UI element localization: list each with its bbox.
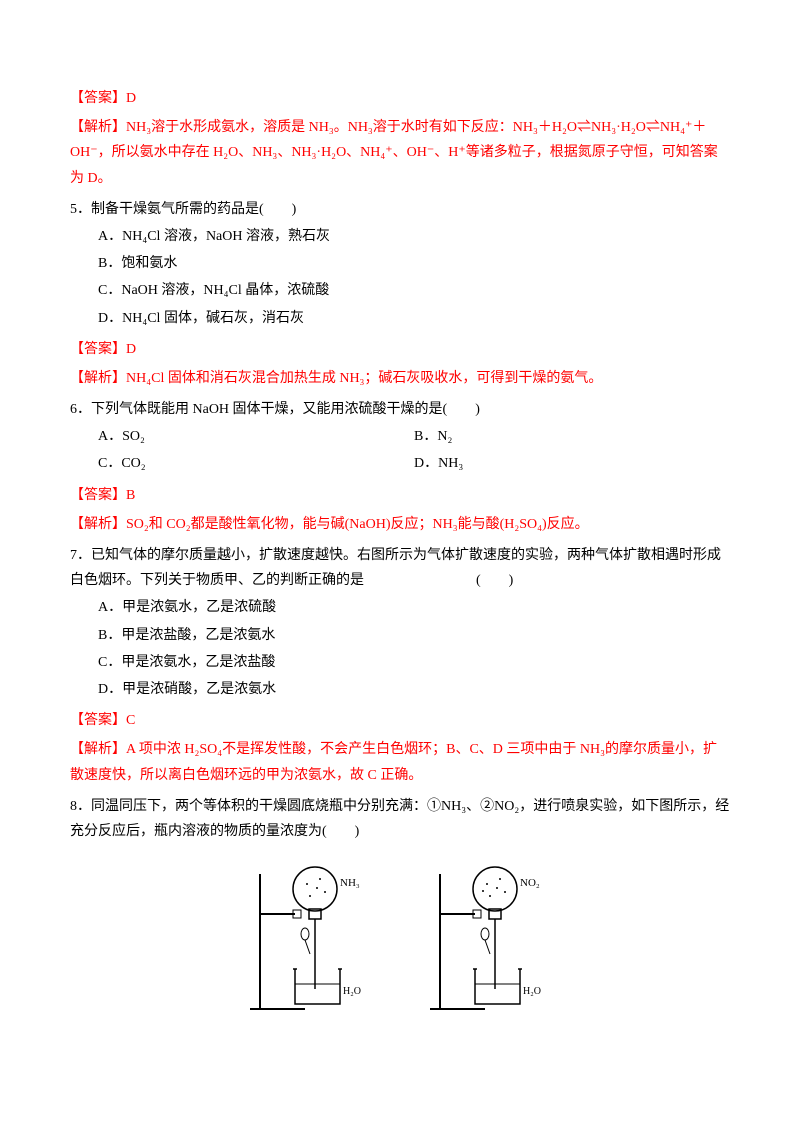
question-6-options-row2: C．CO₂ D．NH₃: [70, 451, 730, 476]
label-nh3: NH₃: [340, 877, 360, 889]
label-no2: NO₂: [520, 877, 540, 889]
question-5-option-c: C．NaOH 溶液，NH₄Cl 晶体，浓硫酸: [70, 278, 730, 303]
question-6-stem: 6．下列气体既能用 NaOH 固体干燥，又能用浓硫酸干燥的是( ): [70, 397, 730, 422]
question-8-stem: 8．同温同压下，两个等体积的干燥圆底烧瓶中分别充满：①NH₃、②NO₂，进行喷泉…: [70, 794, 730, 844]
question-5-stem: 5．制备干燥氨气所需的药品是( ): [70, 197, 730, 222]
answer-5-explain: 【解析】NH₄Cl 固体和消石灰混合加热生成 NH₃；碱石灰吸收水，可得到干燥的…: [70, 366, 730, 391]
question-7-option-a: A．甲是浓氨水，乙是浓硫酸: [70, 595, 730, 620]
question-6-option-d: D．NH₃: [414, 451, 730, 476]
question-6-option-a: A．SO₂: [98, 424, 414, 449]
label-h2o-1: H₂O: [343, 986, 361, 997]
answer-4-label: 【答案】D: [70, 86, 730, 111]
answer-6-label: 【答案】B: [70, 483, 730, 508]
fountain-diagram-no2: NO₂ H₂O: [425, 854, 555, 1014]
question-7-option-c: C．甲是浓氨水，乙是浓盐酸: [70, 650, 730, 675]
question-7-option-d: D．甲是浓硝酸，乙是浓氨水: [70, 677, 730, 702]
question-8-diagrams: NH₃ H₂O NO₂ H₂O: [70, 854, 730, 1014]
fountain-diagram-nh3: NH₃ H₂O: [245, 854, 375, 1014]
question-7-stem: 7．已知气体的摩尔质量越小，扩散速度越快。右图所示为气体扩散速度的实验，两种气体…: [70, 543, 730, 593]
question-6-option-b: B．N₂: [414, 424, 730, 449]
answer-7-explain: 【解析】A 项中浓 H₂SO₄不是挥发性酸，不会产生白色烟环；B、C、D 三项中…: [70, 737, 730, 787]
answer-6-explain: 【解析】SO₂和 CO₂都是酸性氧化物，能与碱(NaOH)反应；NH₃能与酸(H…: [70, 512, 730, 537]
answer-7-label: 【答案】C: [70, 708, 730, 733]
answer-5-label: 【答案】D: [70, 337, 730, 362]
question-6-options-row1: A．SO₂ B．N₂: [70, 424, 730, 449]
document-page: 【答案】D 【解析】NH₃溶于水形成氨水，溶质是 NH₃。NH₃溶于水时有如下反…: [0, 0, 800, 1132]
question-5-option-a: A．NH₄Cl 溶液，NaOH 溶液，熟石灰: [70, 224, 730, 249]
label-h2o-2: H₂O: [523, 986, 541, 997]
question-5-option-d: D．NH₄Cl 固体，碱石灰，消石灰: [70, 306, 730, 331]
question-6-option-c: C．CO₂: [98, 451, 414, 476]
answer-4-explain: 【解析】NH₃溶于水形成氨水，溶质是 NH₃。NH₃溶于水时有如下反应：NH₃＋…: [70, 115, 730, 191]
question-5-option-b: B．饱和氨水: [70, 251, 730, 276]
question-7-option-b: B．甲是浓盐酸，乙是浓氨水: [70, 623, 730, 648]
